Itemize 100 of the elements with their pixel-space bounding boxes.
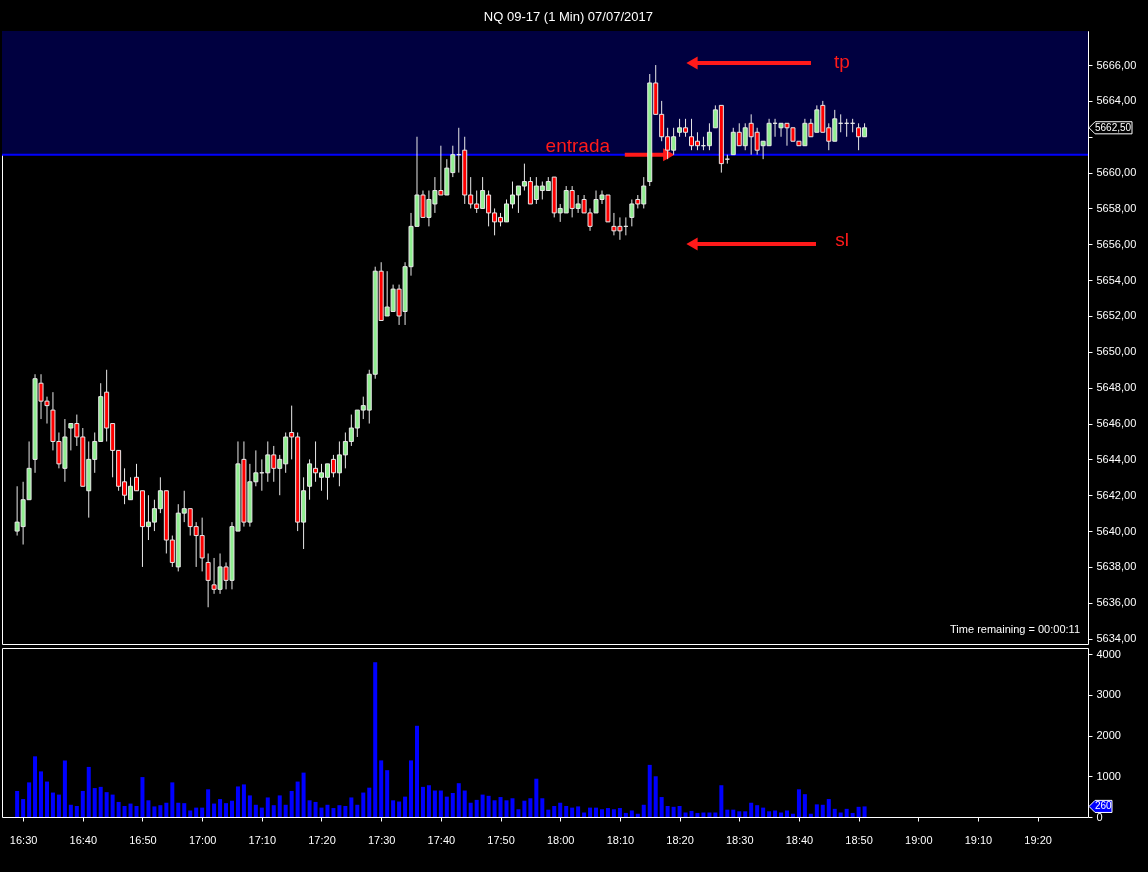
y-tick-label: 5634,00 [1096,632,1137,645]
bar [731,809,736,817]
bar [749,802,754,817]
bar [176,802,181,817]
bar [325,804,330,817]
bar [379,760,384,817]
bar [492,800,497,817]
bar [653,776,658,817]
x-tick-label: 18:50 [845,833,873,846]
bar [605,808,610,817]
bar [498,797,503,817]
bar [146,800,151,817]
candlestick [205,552,211,608]
bar [45,781,49,817]
bar [725,809,730,817]
bar [755,805,760,817]
bar [516,809,521,817]
bar [540,798,545,817]
bar [253,804,258,817]
bar [719,785,724,817]
x-tick-label: 16:50 [129,833,157,846]
bar [182,803,187,817]
bar [301,772,306,817]
bar [832,808,837,817]
bar [450,792,455,817]
bar [790,813,795,817]
bar [74,806,79,817]
bar [307,800,312,817]
bar [27,782,32,817]
bar [403,796,408,817]
bar [474,799,479,817]
bar [247,795,252,817]
y-tick-label: 5666,00 [1096,58,1137,71]
bar [355,804,360,817]
y-tick-label: 5664,00 [1096,94,1137,107]
bar [826,799,831,817]
bar [444,796,449,817]
bar [349,797,354,817]
bar [188,810,193,817]
bar [761,807,766,817]
x-tick-label: 16:30 [9,833,38,846]
bar [367,787,372,817]
x-tick-label: 17:40 [427,833,456,846]
y-tick-label: 5642,00 [1096,488,1137,501]
bar [235,786,240,817]
y-tick-label: 2000 [1096,729,1121,742]
x-tick-label: 17:20 [308,833,336,846]
bar [271,805,276,817]
bar [468,802,473,817]
y-tick-label: 5660,00 [1096,166,1137,179]
bar [164,802,169,817]
bar [265,797,270,817]
bar [104,792,109,817]
bar [116,801,121,817]
bar [409,760,414,817]
bar [480,794,485,817]
bar [122,806,127,817]
bar [588,807,593,817]
bar [21,799,26,817]
bar [820,804,825,817]
bar [259,807,264,817]
bar [385,770,390,817]
bar [844,808,849,817]
bar [576,806,581,817]
bar [647,764,652,817]
bar [784,810,789,817]
bar [170,782,175,817]
bar [289,790,294,817]
annotation: tp [834,51,850,72]
x-tick-label: 17:30 [367,833,396,846]
bar [98,786,103,817]
x-tick-label: 16:40 [69,833,98,846]
bar [414,725,419,817]
bar [200,807,205,817]
bar [594,807,599,817]
bar [92,788,97,817]
bar [600,809,604,817]
bar [641,804,646,817]
bar [623,812,628,817]
bar [50,792,55,817]
bar [808,813,813,817]
y-tick-label: 5646,00 [1096,417,1137,430]
bar [558,802,563,817]
text: 5662,50 [1095,121,1132,133]
bar [617,808,622,817]
y-tick-label: 5644,00 [1096,452,1137,465]
bar [152,806,157,817]
bar [432,790,437,817]
bar [283,804,288,817]
y-tick-label: 5650,00 [1096,345,1137,358]
y-tick-label: 5638,00 [1096,560,1137,573]
x-tick-label: 17:50 [487,833,515,846]
bar [665,806,670,817]
bar [570,807,575,817]
bar [486,795,491,817]
bar [773,810,778,817]
bar [373,662,378,817]
bar [361,792,366,817]
bar [635,813,640,817]
x-tick-label: 17:00 [188,833,217,846]
